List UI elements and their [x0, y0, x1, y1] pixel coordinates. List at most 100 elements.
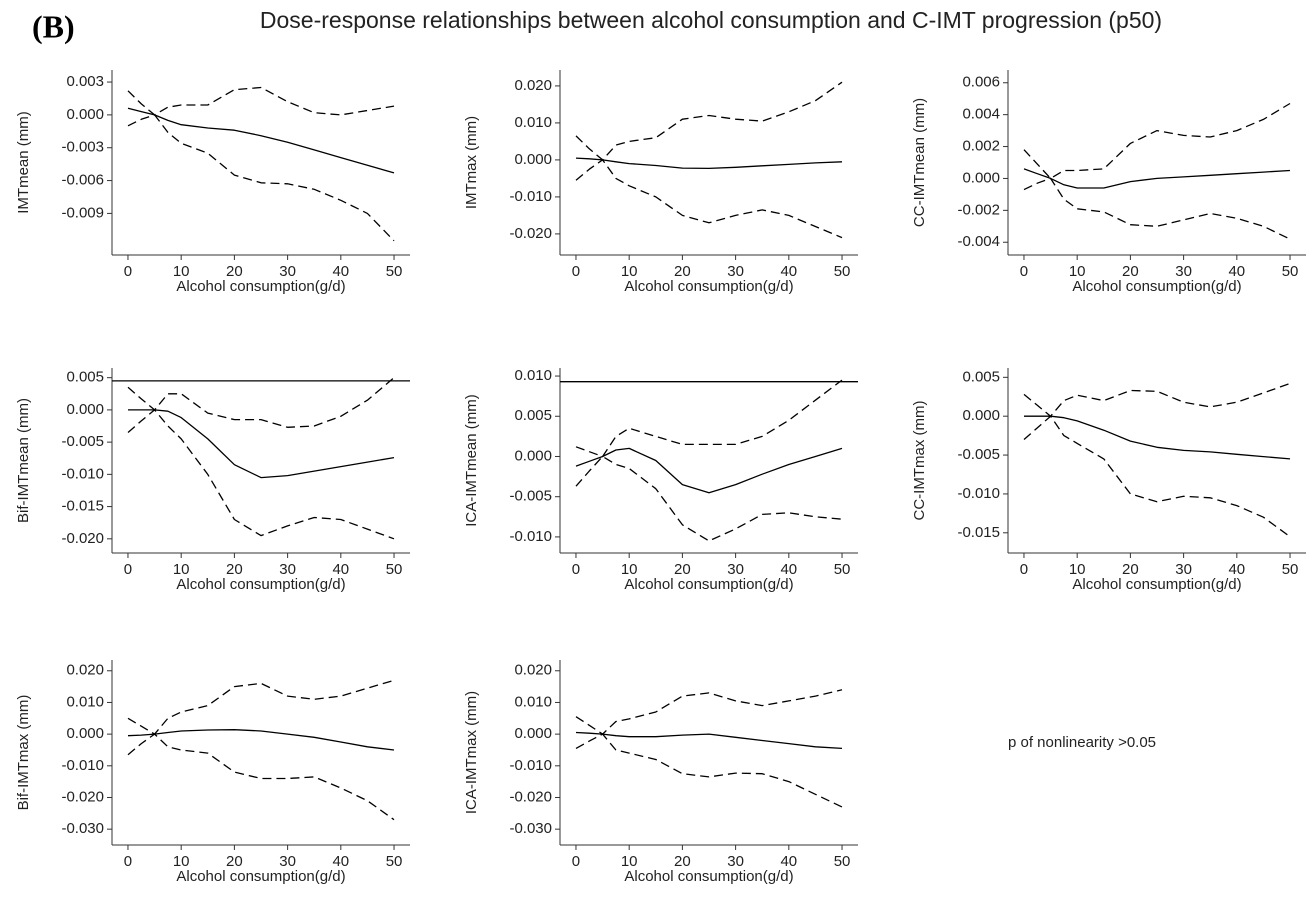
estimate-line: [127, 729, 395, 751]
y-tick-label: -0.015: [61, 498, 104, 515]
x-tick-label: 20: [674, 853, 691, 870]
annotation: p of nonlinearity >0.05: [1008, 734, 1156, 751]
x-tick-label: 40: [332, 561, 349, 578]
y-tick-label: 0.000: [66, 725, 104, 742]
y-tick-label: 0.000: [514, 725, 552, 742]
x-tick-label: 0: [1020, 561, 1028, 578]
ci-line: [127, 114, 395, 242]
x-tick-label: 20: [226, 853, 243, 870]
y-axis-label: IMTmean (mm): [15, 111, 32, 214]
y-tick-label: 0.000: [66, 106, 104, 123]
y-tick-label: 0.020: [514, 662, 552, 679]
x-axis-label: Alcohol consumption(g/d): [1072, 278, 1241, 295]
x-axis-label: Alcohol consumption(g/d): [624, 576, 793, 593]
figure-title: Dose-response relationships between alco…: [260, 7, 1162, 33]
y-tick-label: -0.020: [509, 788, 552, 805]
y-tick-label: 0.020: [514, 77, 552, 94]
y-axis-label: CC-IMTmax (mm): [911, 401, 928, 521]
y-axis-label: CC-IMTmean (mm): [911, 98, 928, 227]
x-tick-label: 10: [621, 263, 638, 280]
x-tick-label: 40: [332, 263, 349, 280]
y-tick-label: -0.020: [61, 788, 104, 805]
x-tick-label: 50: [834, 263, 851, 280]
y-tick-label: -0.020: [61, 530, 104, 547]
y-tick-label: 0.010: [514, 693, 552, 710]
ci-line: [127, 409, 395, 540]
y-tick-label: -0.006: [61, 172, 104, 189]
x-tick-label: 10: [1069, 561, 1086, 578]
x-tick-label: 20: [1122, 263, 1139, 280]
x-tick-label: 40: [780, 263, 797, 280]
y-tick-label: -0.010: [957, 485, 1000, 502]
y-tick-label: 0.000: [962, 169, 1000, 186]
x-tick-label: 20: [674, 561, 691, 578]
y-tick-label: 0.004: [962, 106, 1000, 123]
estimate-line: [575, 157, 843, 170]
ci-line: [575, 379, 843, 458]
y-tick-label: 0.000: [514, 447, 552, 464]
x-tick-label: 30: [727, 853, 744, 870]
y-tick-label: -0.005: [957, 446, 1000, 463]
x-tick-label: 30: [1175, 561, 1192, 578]
x-tick-label: 30: [279, 263, 296, 280]
figure-label: (B): [32, 8, 75, 44]
x-axis-label: Alcohol consumption(g/d): [176, 868, 345, 885]
x-axis-label: Alcohol consumption(g/d): [176, 278, 345, 295]
y-axis-label: IMTmax (mm): [463, 116, 480, 209]
y-tick-label: 0.005: [66, 369, 104, 386]
y-tick-label: -0.002: [957, 201, 1000, 218]
x-tick-label: 20: [226, 561, 243, 578]
y-tick-label: 0.010: [514, 114, 552, 131]
x-tick-label: 0: [572, 263, 580, 280]
x-tick-label: 0: [572, 853, 580, 870]
y-tick-label: -0.010: [61, 757, 104, 774]
estimate-line: [575, 447, 843, 494]
ci-line: [575, 733, 843, 808]
x-tick-label: 50: [834, 853, 851, 870]
x-tick-label: 10: [621, 561, 638, 578]
ci-line: [1023, 415, 1291, 538]
y-tick-label: 0.006: [962, 74, 1000, 91]
x-tick-label: 20: [674, 263, 691, 280]
ci-line: [127, 377, 395, 428]
estimate-line: [1023, 168, 1291, 189]
y-tick-label: -0.005: [61, 433, 104, 450]
y-tick-label: -0.009: [61, 204, 104, 221]
x-tick-label: 50: [834, 561, 851, 578]
ci-line: [575, 689, 843, 735]
estimate-line: [1024, 415, 1291, 460]
x-tick-label: 40: [780, 561, 797, 578]
x-tick-label: 10: [173, 263, 190, 280]
x-tick-label: 40: [332, 853, 349, 870]
y-tick-label: -0.030: [61, 820, 104, 837]
y-tick-label: 0.005: [962, 368, 1000, 385]
x-axis-label: Alcohol consumption(g/d): [624, 278, 793, 295]
y-axis-label: Bif-IMTmax (mm): [15, 695, 32, 811]
y-tick-label: -0.010: [509, 757, 552, 774]
y-tick-label: -0.010: [509, 188, 552, 205]
y-tick-label: -0.004: [957, 233, 1000, 250]
y-tick-label: 0.003: [66, 73, 104, 90]
x-tick-label: 40: [1228, 561, 1245, 578]
ci-line: [1023, 177, 1291, 240]
y-axis-label: ICA-IMTmax (mm): [463, 691, 480, 814]
x-tick-label: 10: [173, 561, 190, 578]
y-tick-label: -0.010: [509, 528, 552, 545]
x-tick-label: 30: [727, 561, 744, 578]
x-tick-label: 10: [1069, 263, 1086, 280]
ci-line: [1023, 102, 1291, 180]
ci-line: [127, 733, 395, 821]
x-tick-label: 20: [1122, 561, 1139, 578]
x-tick-label: 40: [1228, 263, 1245, 280]
y-tick-label: 0.020: [66, 662, 104, 679]
x-axis-label: Alcohol consumption(g/d): [1072, 576, 1241, 593]
x-tick-label: 50: [386, 561, 403, 578]
x-tick-label: 30: [727, 263, 744, 280]
ci-line: [127, 86, 395, 116]
y-tick-label: -0.020: [509, 225, 552, 242]
x-tick-label: 40: [780, 853, 797, 870]
x-tick-label: 0: [124, 853, 132, 870]
y-tick-label: 0.000: [514, 151, 552, 168]
ci-line: [575, 455, 843, 542]
